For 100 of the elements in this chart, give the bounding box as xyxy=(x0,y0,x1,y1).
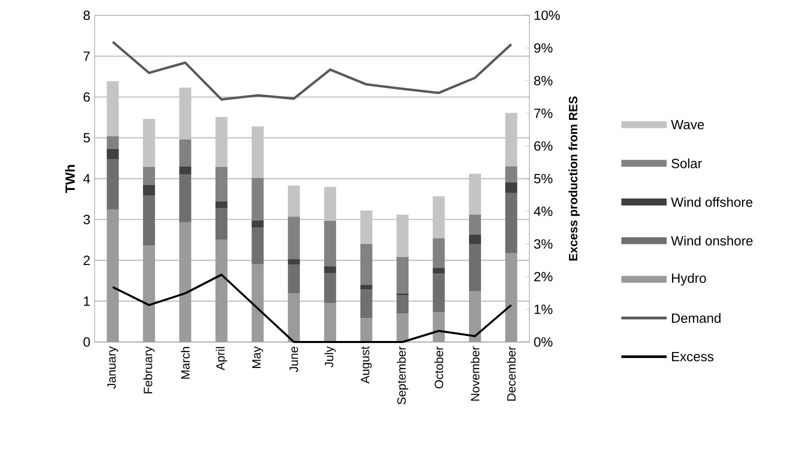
bar xyxy=(360,318,372,342)
bar xyxy=(324,266,336,273)
x-tick-label: August xyxy=(360,346,372,384)
y-axis-title: TWh xyxy=(65,165,75,193)
legend-label: Demand xyxy=(672,313,720,323)
y2-axis-title: Excess production from RES xyxy=(568,96,580,261)
y-tick-label: 0 xyxy=(84,337,90,347)
bar xyxy=(106,210,119,342)
y-tick-label: 2 xyxy=(84,256,90,265)
bar xyxy=(432,196,445,238)
bar xyxy=(215,208,228,240)
bar xyxy=(469,290,482,342)
bar xyxy=(360,244,372,285)
legend-label: Wave xyxy=(671,120,704,130)
bar xyxy=(469,174,482,215)
line-series xyxy=(112,40,512,101)
x-tick-label: December xyxy=(506,346,516,401)
bar xyxy=(432,274,445,312)
legend-label: Hydro xyxy=(672,273,706,286)
bar xyxy=(360,290,372,318)
bar xyxy=(252,178,264,220)
bar xyxy=(324,272,336,304)
y-tick-label: 8 xyxy=(84,10,90,20)
bar xyxy=(469,244,482,291)
y2-tick-label: 8% xyxy=(534,76,552,86)
bar xyxy=(469,234,482,244)
x-tick-label: March xyxy=(180,347,190,379)
y-tick-label: 4 xyxy=(83,174,90,184)
bar xyxy=(179,166,192,175)
bar xyxy=(505,112,518,166)
bar xyxy=(288,264,300,294)
y2-tick-label: 6% xyxy=(534,141,552,151)
y2-tick-label: 0% xyxy=(534,337,552,347)
x-tick-label: June xyxy=(290,346,298,372)
bar xyxy=(215,240,228,342)
bar xyxy=(179,88,192,140)
bar xyxy=(252,220,264,228)
bar xyxy=(324,303,336,342)
y2-tick-label: 10% xyxy=(534,10,560,20)
bar xyxy=(215,117,228,167)
bar xyxy=(143,246,156,342)
bar xyxy=(288,186,300,217)
legend-label: Solar xyxy=(672,158,702,168)
bar xyxy=(106,159,119,210)
bar xyxy=(505,182,518,193)
bar xyxy=(106,136,119,149)
bar xyxy=(252,228,264,264)
bar xyxy=(106,148,119,160)
bar xyxy=(179,174,192,222)
y-tick-label: 7 xyxy=(84,52,90,61)
bar xyxy=(179,222,192,342)
bar xyxy=(360,210,372,244)
legend-label: Excess xyxy=(672,352,714,362)
x-tick-label: January xyxy=(107,346,118,389)
x-tick-label: September xyxy=(396,346,408,404)
bar xyxy=(143,166,156,185)
y2-tick-label: 1% xyxy=(534,304,552,314)
legend-label: Wind offshore xyxy=(671,197,752,207)
legend-label: Wind onshore xyxy=(671,236,753,246)
x-tick-label: July xyxy=(324,346,336,368)
bar xyxy=(252,264,264,342)
y2-tick-label: 4% xyxy=(534,206,552,216)
bar xyxy=(505,166,518,182)
bar xyxy=(252,126,264,178)
x-tick-label: October xyxy=(434,346,444,388)
bar xyxy=(505,252,518,342)
y-tick-label: 5 xyxy=(84,133,90,142)
bar xyxy=(505,192,518,253)
bar xyxy=(396,314,409,342)
bar xyxy=(143,196,156,246)
bar xyxy=(215,166,228,202)
bar xyxy=(143,119,156,167)
bar xyxy=(469,214,482,235)
y2-tick-label: 5% xyxy=(534,174,552,184)
y-tick-label: 6 xyxy=(84,92,90,102)
bar xyxy=(324,186,336,221)
y2-tick-label: 7% xyxy=(534,108,552,118)
bar xyxy=(432,268,445,274)
bar xyxy=(179,139,192,166)
bar xyxy=(396,295,409,314)
bar xyxy=(432,238,445,268)
bar xyxy=(288,216,300,260)
y2-tick-label: 2% xyxy=(534,272,552,282)
bar xyxy=(288,293,300,342)
x-tick-label: November xyxy=(470,346,480,401)
bar xyxy=(106,81,119,136)
bar xyxy=(288,259,300,265)
y2-tick-label: 3% xyxy=(534,239,552,249)
x-tick-label: February xyxy=(143,346,155,394)
y2-tick-label: 9% xyxy=(534,43,552,53)
bar xyxy=(396,257,409,294)
bar xyxy=(432,312,445,342)
bar xyxy=(360,284,372,290)
bar xyxy=(324,220,336,266)
y-tick-label: 3 xyxy=(83,214,90,224)
bar xyxy=(143,184,156,196)
y-tick-label: 1 xyxy=(84,296,90,306)
x-tick-label: May xyxy=(252,346,264,368)
x-tick-label: April xyxy=(216,347,228,370)
bar xyxy=(215,202,228,208)
